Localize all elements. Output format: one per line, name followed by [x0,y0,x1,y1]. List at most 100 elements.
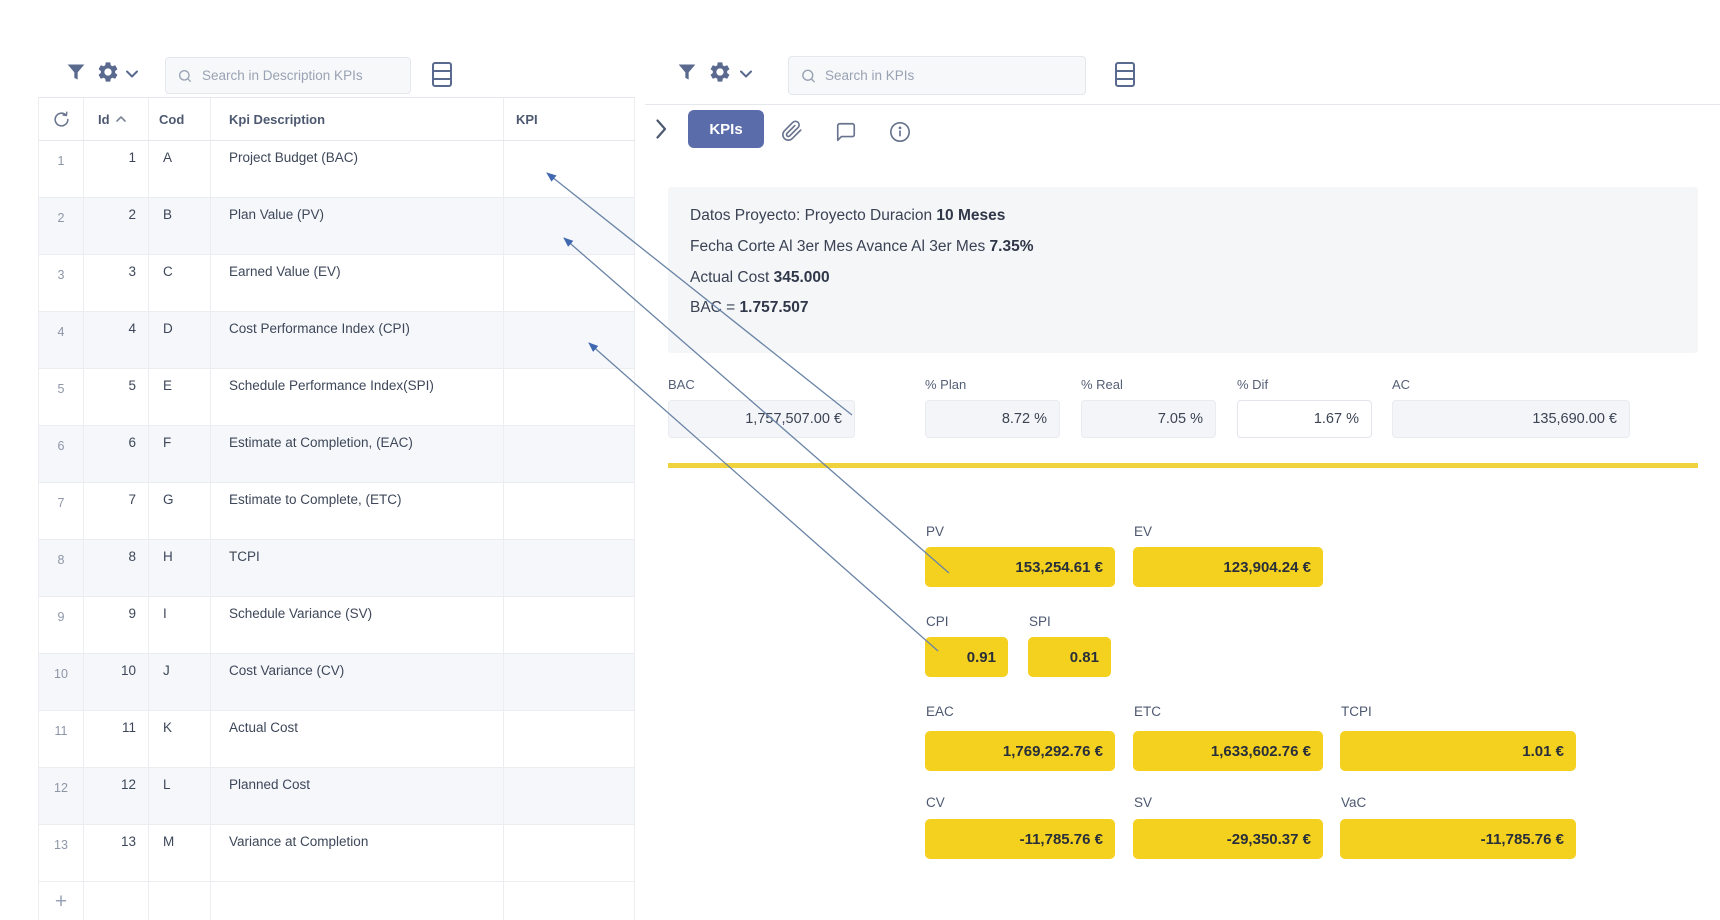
row-number[interactable]: 11 [39,711,84,767]
table-row[interactable]: 3 3 C Earned Value (EV) [39,255,635,312]
cell-id[interactable]: 1 [84,141,149,197]
cell-description[interactable]: Actual Cost [211,711,504,767]
cell-cod[interactable]: K [149,711,211,767]
cell-cod[interactable]: D [149,312,211,368]
cell-cod[interactable]: E [149,369,211,425]
cell-id[interactable]: 4 [84,312,149,368]
cell-description[interactable]: TCPI [211,540,504,596]
cell-id[interactable]: 7 [84,483,149,539]
table-row[interactable]: 13 13 M Variance at Completion [39,825,635,882]
bac-field[interactable]: 1,757,507.00 € [668,400,855,438]
cell-kpi[interactable] [504,540,635,596]
etc-value[interactable]: 1,633,602.76 € [1133,731,1323,771]
cell-description[interactable]: Schedule Performance Index(SPI) [211,369,504,425]
cell-description[interactable]: Earned Value (EV) [211,255,504,311]
cell-description[interactable]: Schedule Variance (SV) [211,597,504,653]
cell-id[interactable]: 10 [84,654,149,710]
table-row[interactable]: 12 12 L Planned Cost [39,768,635,825]
cell-cod[interactable]: L [149,768,211,824]
column-header-kpi[interactable]: KPI [504,98,635,140]
cell-kpi[interactable] [504,198,635,254]
cell-cod[interactable]: M [149,825,211,881]
row-number[interactable]: 2 [39,198,84,254]
cell-description[interactable]: Estimate at Completion, (EAC) [211,426,504,482]
rows-view-icon[interactable] [431,61,453,88]
chevron-right-icon[interactable] [656,119,667,139]
row-number[interactable]: 5 [39,369,84,425]
cell-kpi[interactable] [504,312,635,368]
cell-kpi[interactable] [504,483,635,539]
pv-value[interactable]: 153,254.61 € [925,547,1115,587]
cell-id[interactable]: 8 [84,540,149,596]
cell-id[interactable]: 2 [84,198,149,254]
row-number[interactable]: 12 [39,768,84,824]
real-field[interactable]: 7.05 % [1081,400,1216,438]
cell-id[interactable]: 12 [84,768,149,824]
cell-description[interactable]: Project Budget (BAC) [211,141,504,197]
spi-value[interactable]: 0.81 [1028,637,1111,677]
cell-kpi[interactable] [504,369,635,425]
cell-cod[interactable]: F [149,426,211,482]
sv-value[interactable]: -29,350.37 € [1133,819,1323,859]
eac-value[interactable]: 1,769,292.76 € [925,731,1115,771]
add-row-button[interactable]: + [39,882,84,920]
cell-cod[interactable]: G [149,483,211,539]
cell-description[interactable]: Variance at Completion [211,825,504,881]
cell-cod[interactable]: H [149,540,211,596]
row-number[interactable]: 6 [39,426,84,482]
plan-field[interactable]: 8.72 % [925,400,1060,438]
column-header-description[interactable]: Kpi Description [211,98,504,140]
vac-value[interactable]: -11,785.76 € [1340,819,1576,859]
gear-icon[interactable] [96,60,120,84]
left-search-input[interactable] [166,58,410,93]
cpi-value[interactable]: 0.91 [925,637,1008,677]
cell-kpi[interactable] [504,654,635,710]
cell-kpi[interactable] [504,597,635,653]
comment-icon[interactable] [835,121,857,143]
cell-id[interactable]: 11 [84,711,149,767]
cell-kpi[interactable] [504,768,635,824]
cell-description[interactable]: Cost Variance (CV) [211,654,504,710]
cell-kpi[interactable] [504,426,635,482]
chevron-down-icon[interactable] [126,70,138,78]
right-search-input[interactable] [789,57,1085,94]
cell-id[interactable]: 6 [84,426,149,482]
column-header-cod[interactable]: Cod [149,98,211,140]
cell-description[interactable]: Plan Value (PV) [211,198,504,254]
paperclip-icon[interactable] [781,120,803,142]
refresh-icon[interactable] [39,98,84,140]
table-row[interactable]: 5 5 E Schedule Performance Index(SPI) [39,369,635,426]
chevron-down-icon[interactable] [740,70,752,78]
table-row[interactable]: 1 1 A Project Budget (BAC) [39,141,635,198]
cell-cod[interactable]: A [149,141,211,197]
cell-cod[interactable]: J [149,654,211,710]
filter-icon[interactable] [677,62,697,82]
cell-kpi[interactable] [504,825,635,881]
tab-kpis[interactable]: KPIs [688,110,764,148]
cell-cod[interactable]: I [149,597,211,653]
table-row[interactable]: 7 7 G Estimate to Complete, (ETC) [39,483,635,540]
cell-cod[interactable]: B [149,198,211,254]
ac-field[interactable]: 135,690.00 € [1392,400,1630,438]
cell-cod[interactable]: C [149,255,211,311]
row-number[interactable]: 9 [39,597,84,653]
column-header-id[interactable]: Id [84,98,149,140]
tcpi-value[interactable]: 1.01 € [1340,731,1576,771]
cell-id[interactable]: 9 [84,597,149,653]
row-number[interactable]: 8 [39,540,84,596]
ev-value[interactable]: 123,904.24 € [1133,547,1323,587]
row-number[interactable]: 4 [39,312,84,368]
filter-icon[interactable] [66,62,86,82]
cell-id[interactable]: 5 [84,369,149,425]
rows-view-icon[interactable] [1114,61,1136,88]
cv-value[interactable]: -11,785.76 € [925,819,1115,859]
cell-id[interactable]: 3 [84,255,149,311]
cell-kpi[interactable] [504,711,635,767]
info-icon[interactable] [889,121,911,143]
cell-description[interactable]: Cost Performance Index (CPI) [211,312,504,368]
cell-id[interactable]: 13 [84,825,149,881]
table-row[interactable]: 6 6 F Estimate at Completion, (EAC) [39,426,635,483]
cell-kpi[interactable] [504,255,635,311]
row-number[interactable]: 10 [39,654,84,710]
dif-field[interactable]: 1.67 % [1237,400,1372,438]
